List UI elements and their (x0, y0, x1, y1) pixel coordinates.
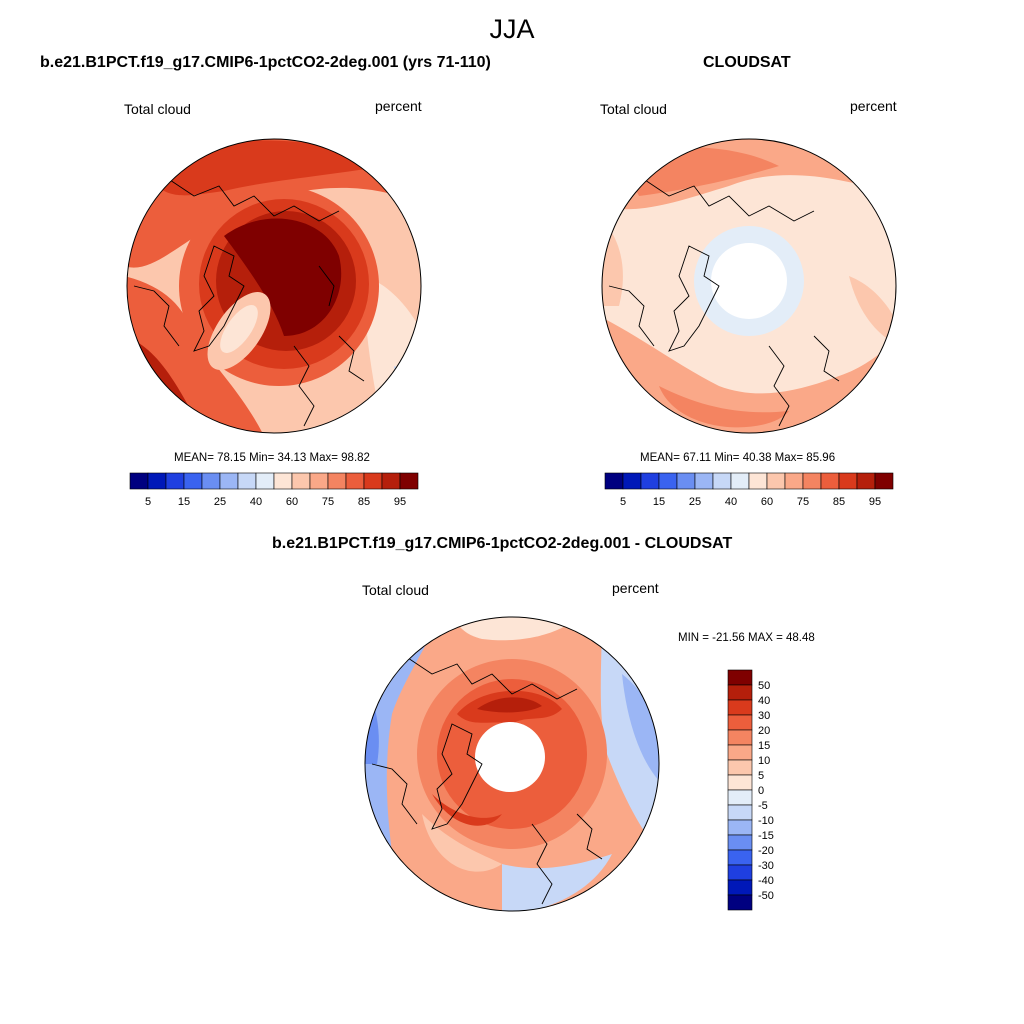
panel2-colorbar-swatch (604, 472, 624, 490)
panel3-colorbar-tick-label: -5 (758, 800, 768, 812)
panel1-colorbar-swatch (291, 472, 311, 490)
panel3-colorbar-swatch (727, 699, 753, 716)
panel1-right-label: percent (375, 98, 422, 114)
panel1-colorbar-tick-label: 85 (358, 496, 370, 508)
panel3-colorbar-swatch (727, 729, 753, 746)
panel2-colorbar-swatch (694, 472, 714, 490)
panel2-colorbar-swatch (676, 472, 696, 490)
panel3-colorbar-swatch (727, 834, 753, 851)
panel3-colorbar-tick-label: 0 (758, 785, 764, 797)
panel2-colorbar-swatch (658, 472, 678, 490)
panel2-colorbar-tick-label: 85 (833, 496, 845, 508)
panel3-colorbar-tick-label: 5 (758, 770, 764, 782)
panel2-colorbar-swatch (748, 472, 768, 490)
panel1-colorbar-tick-label: 40 (250, 496, 262, 508)
panel1-colorbar-swatch (327, 472, 347, 490)
panel3-colorbar-swatch (727, 744, 753, 761)
panel2-colorbar-swatch (766, 472, 786, 490)
panel2-colorbar-swatch (712, 472, 732, 490)
panel3-colorbar-swatch (727, 894, 753, 911)
panel3-colorbar-tick-label: -40 (758, 875, 774, 887)
panel1-colorbar-tick-label: 95 (394, 496, 406, 508)
panel1-colorbar-tick-label: 25 (214, 496, 226, 508)
panel2-colorbar-tick-label: 5 (620, 496, 626, 508)
panel3-colorbar-swatch (727, 669, 753, 686)
panel3-polar-map (364, 616, 660, 912)
panel3-colorbar-swatch (727, 774, 753, 791)
figure-title: JJA (489, 14, 535, 44)
panel2-title: CLOUDSAT (703, 54, 791, 71)
panel1-colorbar-swatch (165, 472, 185, 490)
panel3-colorbar-swatch (727, 864, 753, 881)
panel2-colorbar-tick-label: 60 (761, 496, 773, 508)
panel1-stats: MEAN= 78.15 Min= 34.13 Max= 98.82 (174, 452, 370, 464)
panel2-colorbar-tick-label: 75 (797, 496, 809, 508)
panel3-colorbar-swatch (727, 879, 753, 896)
panel2-colorbar-tick-label: 95 (869, 496, 881, 508)
panel1-colorbar-swatch (399, 472, 419, 490)
panel2-colorbar-swatch (820, 472, 840, 490)
panel3-colorbar-tick-label: 20 (758, 725, 770, 737)
panel3-colorbar-swatch (727, 804, 753, 821)
panel2-stats: MEAN= 67.11 Min= 40.38 Max= 85.96 (640, 452, 836, 464)
panel3-colorbar-tick-label: -30 (758, 860, 774, 872)
panel2-polar-map (601, 138, 897, 434)
panel2-colorbar-swatch (784, 472, 804, 490)
panel3-colorbar-tick-label: -50 (758, 890, 774, 902)
panel1-colorbar-swatch (147, 472, 167, 490)
panel3-colorbar-swatch (727, 789, 753, 806)
panel1-colorbar-swatch (129, 472, 149, 490)
panel3-colorbar-swatch (727, 819, 753, 836)
panel3-colorbar-tick-label: 15 (758, 740, 770, 752)
panel1-colorbar-tick-label: 5 (145, 496, 151, 508)
panel2-colorbar-swatch (856, 472, 876, 490)
panel1-colorbar-swatch (237, 472, 257, 490)
panel1-title: b.e21.B1PCT.f19_g17.CMIP6-1pctCO2-2deg.0… (40, 54, 491, 71)
panel1-colorbar-swatch (381, 472, 401, 490)
panel3-stats: MIN = -21.56 MAX = 48.48 (678, 632, 815, 644)
panel1-colorbar-swatch (309, 472, 329, 490)
panel1-polar-map (126, 138, 422, 434)
panel1-left-label: Total cloud (124, 101, 191, 117)
panel1-colorbar-swatch (201, 472, 221, 490)
panel2-left-label: Total cloud (600, 101, 667, 117)
panel2-colorbar-tick-label: 40 (725, 496, 737, 508)
panel3-colorbar-swatch (727, 684, 753, 701)
panel1-colorbar-swatch (273, 472, 293, 490)
panel3-colorbar-swatch (727, 849, 753, 866)
panel3-colorbar-tick-label: -20 (758, 845, 774, 857)
panel2-colorbar-tick-label: 25 (689, 496, 701, 508)
panel2-colorbar: 5 15 25 40 60 75 85 95 (604, 472, 894, 508)
panel3-left-label: Total cloud (362, 582, 429, 598)
panel1-colorbar-swatch (219, 472, 239, 490)
panel1-colorbar-tick-label: 60 (286, 496, 298, 508)
panel2-colorbar-swatch (802, 472, 822, 490)
panel1-colorbar-tick-label: 75 (322, 496, 334, 508)
panel2-right-label: percent (850, 98, 897, 114)
panel2-colorbar-swatch (730, 472, 750, 490)
panel3-colorbar-tick-label: -15 (758, 830, 774, 842)
panel2-colorbar-swatch (640, 472, 660, 490)
panel2-colorbar-swatch (838, 472, 858, 490)
panel2-colorbar-swatch (622, 472, 642, 490)
panel1-colorbar-tick-label: 15 (178, 496, 190, 508)
panel2-colorbar-tick-label: 15 (653, 496, 665, 508)
panel3-colorbar-tick-label: 10 (758, 755, 770, 767)
panel1-colorbar-swatch (183, 472, 203, 490)
panel1-colorbar-swatch (255, 472, 275, 490)
panel1-colorbar-swatch (363, 472, 383, 490)
panel3-colorbar-swatch (727, 759, 753, 776)
panel2-colorbar-swatch (874, 472, 894, 490)
panel3-colorbar-tick-label: -10 (758, 815, 774, 827)
panel3-colorbar-tick-label: 50 (758, 680, 770, 692)
panel3-colorbar-tick-label: 30 (758, 710, 770, 722)
panel3-right-label: percent (612, 580, 659, 596)
panel1-colorbar: 5 15 25 40 60 75 85 95 (129, 472, 419, 508)
panel3-colorbar-swatch (727, 714, 753, 731)
panel3-title: b.e21.B1PCT.f19_g17.CMIP6-1pctCO2-2deg.0… (272, 535, 733, 552)
panel3-colorbar-tick-label: 40 (758, 695, 770, 707)
panel1-colorbar-swatch (345, 472, 365, 490)
